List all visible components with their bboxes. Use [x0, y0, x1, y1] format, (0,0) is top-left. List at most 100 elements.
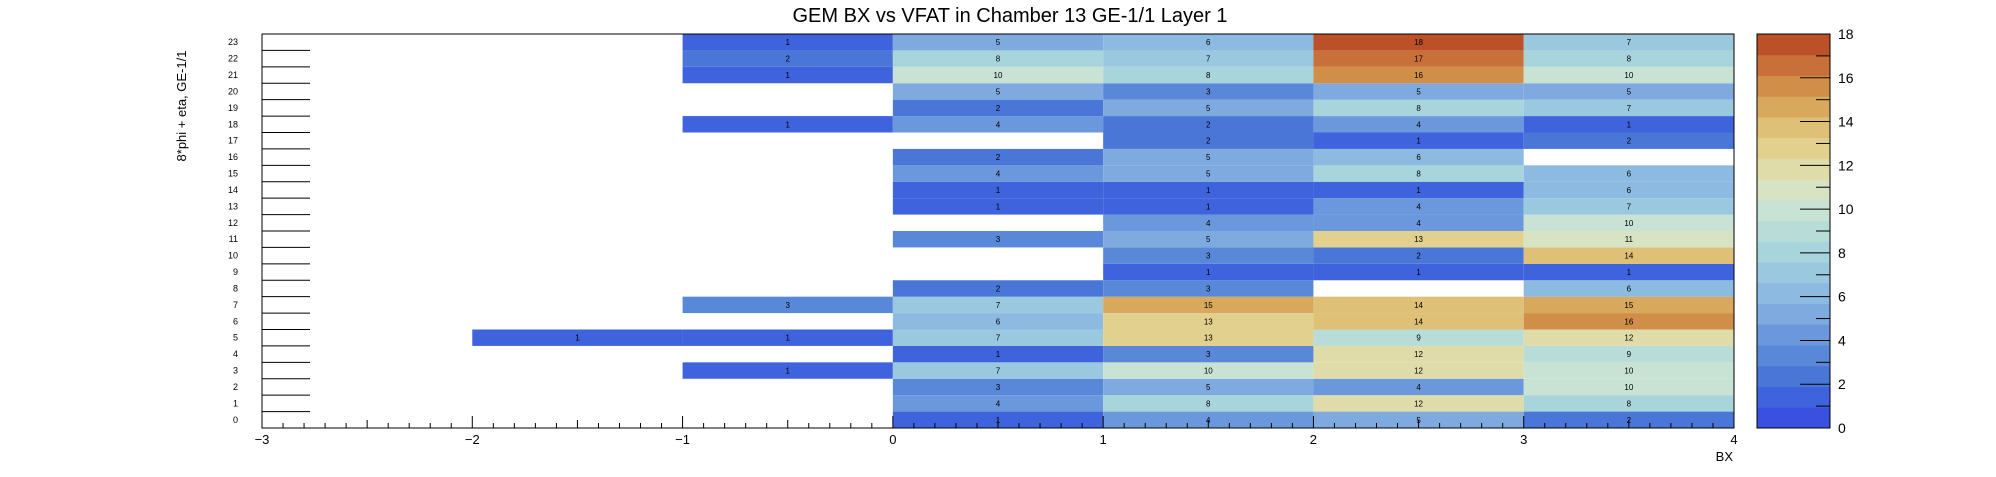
heatmap-cell — [1523, 362, 1734, 379]
palette-tick-label: 16 — [1838, 70, 1854, 86]
cell-label: 2 — [1206, 137, 1211, 146]
cell-label: 5 — [1206, 170, 1211, 179]
heatmap-cell — [682, 362, 893, 379]
y-tick-label: 9 — [233, 267, 238, 277]
cell-label: 1 — [996, 350, 1001, 359]
heatmap-cell — [1523, 132, 1734, 149]
y-tick-label: 13 — [228, 201, 238, 211]
cell-label: 17 — [1414, 55, 1423, 64]
palette-tick-label: 12 — [1838, 157, 1854, 173]
heatmap-cell — [1103, 181, 1314, 199]
cell-label: 5 — [1206, 104, 1211, 113]
heatmap-cell — [1103, 148, 1314, 166]
heatmap-cell — [1103, 83, 1314, 100]
cell-label: 6 — [1627, 284, 1632, 293]
cell-label: 3 — [1206, 350, 1211, 359]
heatmap-cell — [1313, 296, 1524, 314]
heatmap-cell — [1103, 395, 1314, 412]
y-tick-label: 8 — [233, 283, 238, 293]
x-tick-label: 3 — [1520, 432, 1527, 447]
color-scale: 0 2 4 6 8 10 12 14 16 18 — [1756, 26, 1854, 436]
heatmap-cell — [1313, 231, 1524, 248]
y-tick-label: 15 — [228, 169, 238, 179]
heatmap-cell — [892, 34, 1104, 51]
y-tick-label: 3 — [233, 366, 238, 376]
cell-label: 10 — [1624, 383, 1633, 392]
heatmap-cell — [1313, 165, 1524, 182]
heatmap-cell — [892, 66, 1104, 84]
cell-label: 4 — [996, 120, 1001, 129]
palette-swatch — [1757, 345, 1830, 367]
heatmap-cell — [1103, 50, 1314, 67]
heatmap-cell — [1313, 214, 1524, 231]
cell-label: 6 — [1627, 186, 1632, 195]
heatmap-cell — [1523, 247, 1734, 264]
cell-label: 12 — [1624, 334, 1633, 343]
palette-swatch — [1757, 96, 1830, 118]
heatmap-cell — [1103, 329, 1314, 346]
heatmap-cell — [1523, 50, 1734, 67]
palette-tick-label: 4 — [1838, 332, 1846, 348]
heatmap-cell — [892, 148, 1104, 166]
cell-label: 10 — [1624, 367, 1633, 376]
cell-label: 18 — [1414, 38, 1423, 47]
palette-tick-label: 10 — [1838, 201, 1854, 217]
cell-label: 8 — [1627, 55, 1632, 64]
heatmap-cell — [1313, 247, 1524, 264]
heatmap-cell — [1103, 280, 1314, 297]
y-tick-label: 5 — [233, 333, 238, 343]
heatmap-cell — [892, 198, 1104, 215]
cell-label: 4 — [996, 399, 1001, 408]
cell-label: 8 — [996, 55, 1001, 64]
heatmap-cell — [892, 313, 1104, 330]
palette-swatch — [1757, 199, 1830, 222]
cell-label: 1 — [996, 186, 1001, 195]
cell-label: 1 — [1627, 268, 1632, 277]
palette-swatch — [1757, 54, 1830, 76]
heatmap-cell — [1313, 362, 1524, 379]
heatmap-cell — [892, 329, 1104, 346]
cell-label: 2 — [996, 284, 1001, 293]
cell-label: 6 — [1206, 38, 1211, 47]
heatmap-cell — [682, 50, 893, 67]
cell-label: 8 — [1206, 399, 1211, 408]
cell-label: 16 — [1624, 317, 1633, 326]
palette-swatch — [1757, 116, 1830, 139]
heatmap-cell — [1103, 313, 1314, 330]
cell-label: 10 — [1204, 367, 1213, 376]
palette-tick-label: 2 — [1838, 376, 1846, 392]
heatmap-cell — [892, 378, 1104, 396]
cell-label: 13 — [1204, 317, 1213, 326]
cell-label: 8 — [1206, 71, 1211, 80]
y-tick-label: 22 — [228, 54, 238, 64]
y-tick-label: 11 — [229, 234, 238, 244]
y-tick-label: 18 — [228, 119, 238, 129]
cell-label: 13 — [1204, 334, 1213, 343]
heatmap-cell — [1313, 50, 1524, 67]
heatmap-cell — [1523, 99, 1734, 117]
heatmap-cell — [1313, 411, 1524, 428]
heatmap-cell — [1103, 198, 1314, 215]
heatmap-cell — [1523, 83, 1734, 100]
y-tick-label: 23 — [228, 37, 238, 47]
y-tick-label: 2 — [233, 382, 238, 392]
heatmap-cell — [1313, 345, 1524, 363]
cell-label: 9 — [1416, 334, 1421, 343]
cell-label: 4 — [1206, 219, 1211, 228]
cell-label: 1 — [1206, 186, 1211, 195]
cell-label: 1 — [1416, 186, 1421, 195]
cell-label: 10 — [1624, 219, 1633, 228]
heatmap-cell — [1103, 99, 1314, 117]
heatmap-cell — [1103, 345, 1314, 363]
heatmap-cell — [1313, 116, 1524, 133]
cell-label: 3 — [1206, 284, 1211, 293]
heatmap-cell — [1103, 165, 1314, 182]
heatmap-cell — [1103, 263, 1314, 281]
cell-label: 8 — [1416, 104, 1421, 113]
cell-label: 7 — [1627, 38, 1632, 47]
x-tick-label: 0 — [889, 432, 896, 447]
cell-label: 3 — [785, 301, 790, 310]
